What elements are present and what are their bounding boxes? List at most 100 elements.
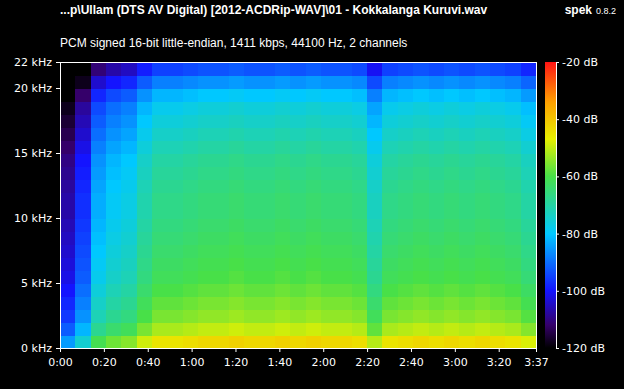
cell: [275, 101, 291, 115]
cell: [60, 205, 76, 219]
cell: [475, 140, 491, 154]
cell: [137, 296, 153, 310]
cell: [459, 88, 475, 102]
cell: [290, 62, 306, 76]
cell: [60, 231, 76, 245]
cell: [306, 244, 322, 258]
cell: [91, 283, 107, 297]
cell: [290, 127, 306, 141]
tick-mark: [148, 348, 149, 352]
cell: [382, 335, 398, 348]
cell: [306, 270, 322, 284]
cell: [490, 335, 506, 348]
cell: [214, 205, 230, 219]
cell: [198, 179, 214, 193]
cell: [475, 127, 491, 141]
cell: [229, 309, 245, 323]
axis-line: [557, 63, 560, 349]
cell: [352, 270, 368, 284]
tick-mark: [536, 348, 537, 352]
tick-mark: [367, 348, 368, 352]
tick-label: -100 dB: [562, 285, 605, 298]
cell: [275, 88, 291, 102]
cell: [260, 127, 276, 141]
cell: [413, 88, 429, 102]
cell: [352, 192, 368, 206]
cell: [91, 244, 107, 258]
cell: [429, 231, 445, 245]
cell: [490, 283, 506, 297]
cell: [152, 257, 168, 271]
cell: [521, 270, 536, 284]
cell: [521, 218, 536, 232]
color-tick: -20 dB: [556, 56, 598, 69]
cell: [260, 192, 276, 206]
cell: [306, 192, 322, 206]
cell: [214, 88, 230, 102]
cell: [521, 231, 536, 245]
tick-label: 3:37: [524, 356, 549, 369]
cell: [214, 309, 230, 323]
cell: [60, 127, 76, 141]
cell: [91, 114, 107, 128]
cell: [121, 101, 137, 115]
cell: [490, 205, 506, 219]
cell: [321, 270, 337, 284]
cell: [75, 153, 91, 167]
tick-mark: [104, 348, 105, 352]
cell: [321, 205, 337, 219]
cell: [183, 114, 199, 128]
cell: [198, 127, 214, 141]
cell: [290, 205, 306, 219]
cell: [444, 140, 460, 154]
cell: [352, 166, 368, 180]
cell: [306, 140, 322, 154]
cell: [244, 114, 260, 128]
cell: [121, 140, 137, 154]
cell: [60, 166, 76, 180]
cell: [429, 296, 445, 310]
cell: [183, 270, 199, 284]
cell: [198, 257, 214, 271]
cell: [306, 257, 322, 271]
y-tick: 10 kHz: [14, 212, 60, 225]
cell: [475, 244, 491, 258]
tick-label: 2:40: [399, 356, 424, 369]
x-tick: 1:40: [268, 348, 293, 369]
cell: [306, 62, 322, 76]
cell: [106, 309, 122, 323]
cell: [367, 205, 383, 219]
cell: [475, 257, 491, 271]
tick-label: -60 dB: [562, 170, 598, 183]
cell: [475, 322, 491, 336]
cell: [137, 270, 153, 284]
cell: [244, 270, 260, 284]
cell: [229, 283, 245, 297]
cell: [382, 88, 398, 102]
cell: [60, 62, 76, 76]
tick-label: 20 kHz: [14, 82, 52, 95]
cell: [183, 231, 199, 245]
cell: [152, 231, 168, 245]
cell: [382, 166, 398, 180]
cell: [321, 231, 337, 245]
x-tick: 0:20: [92, 348, 117, 369]
cell: [60, 192, 76, 206]
cell: [413, 283, 429, 297]
cell: [290, 257, 306, 271]
cell: [275, 192, 291, 206]
cell: [490, 140, 506, 154]
tick-mark: [56, 88, 60, 89]
cell: [352, 114, 368, 128]
cell: [214, 114, 230, 128]
cell: [106, 218, 122, 232]
cell: [106, 322, 122, 336]
cell: [75, 140, 91, 154]
cell: [413, 101, 429, 115]
cell: [167, 218, 183, 232]
cell: [121, 127, 137, 141]
cells: [60, 62, 536, 348]
axis-line: [56, 63, 61, 349]
cell: [275, 322, 291, 336]
cell: [106, 231, 122, 245]
